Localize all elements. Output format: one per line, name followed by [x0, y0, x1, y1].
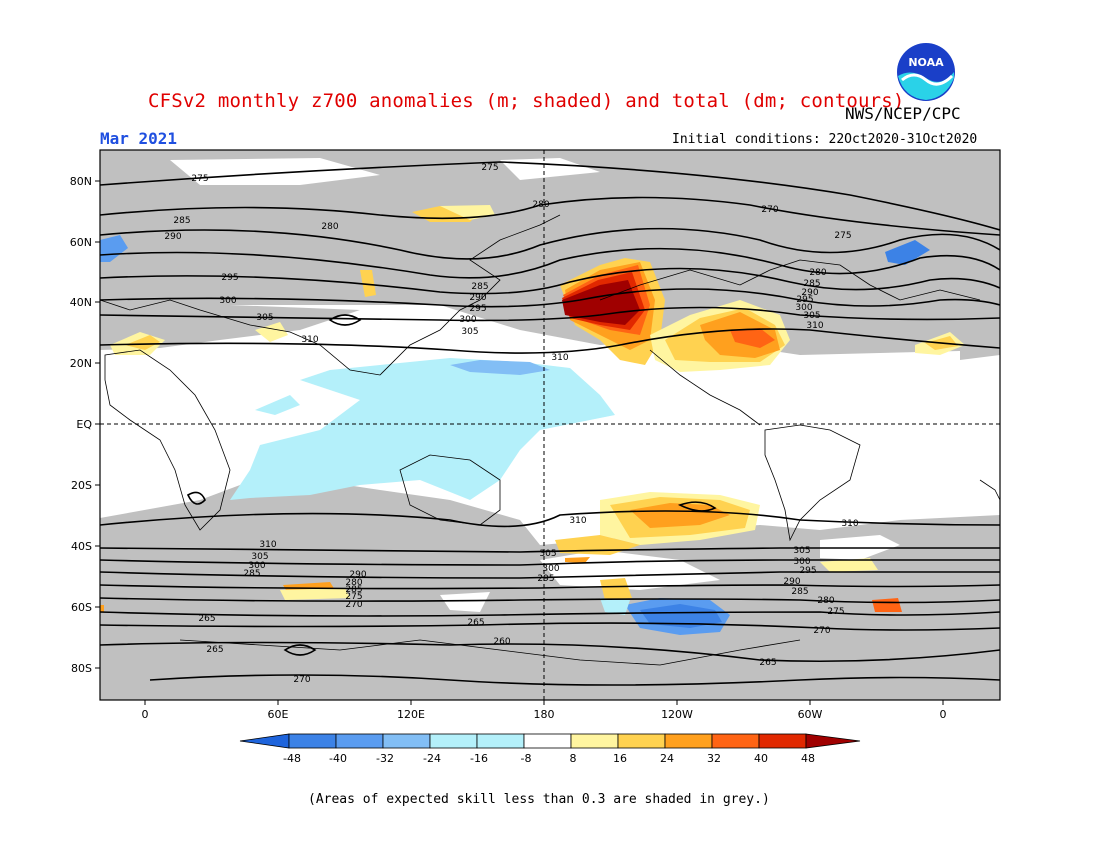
colorbar-tick: -8 [521, 752, 532, 765]
contour-label: 280 [809, 268, 826, 278]
contour-label: 305 [803, 311, 820, 321]
lon-label: 60E [268, 708, 289, 721]
colorbar-tick: -32 [376, 752, 394, 765]
lon-label: 60W [798, 708, 823, 721]
noaa-logo-icon: NOAA [897, 43, 955, 101]
contour-label: 300 [542, 564, 559, 574]
colorbar [239, 733, 861, 749]
contour-label: 265 [467, 618, 484, 628]
lat-label: 60N [70, 236, 92, 249]
contour-label: 260 [493, 637, 510, 647]
colorbar-tick: 48 [801, 752, 815, 765]
colorbar-tick: 32 [707, 752, 721, 765]
forecast-period: Mar 2021 [100, 129, 178, 148]
contour-label: 290 [164, 232, 181, 242]
colorbar-tick: -16 [470, 752, 488, 765]
contour-label: 290 [469, 293, 486, 303]
contour-label: 265 [206, 645, 223, 655]
map-title: CFSv2 monthly z700 anomalies (m; shaded)… [148, 90, 905, 112]
contour-label: 290 [801, 288, 818, 298]
colorbar-tick: -48 [283, 752, 301, 765]
contour-label: 295 [221, 273, 238, 283]
contour-label: 275 [834, 231, 851, 241]
contour-label: 275 [345, 592, 362, 602]
height-contours [100, 161, 1000, 686]
lon-label: 120E [397, 708, 425, 721]
lat-label: 60S [71, 601, 92, 614]
skill-footnote: (Areas of expected skill less than 0.3 a… [308, 792, 770, 807]
contour-label: 280 [321, 222, 338, 232]
contour-label: 295 [469, 304, 486, 314]
contour-label: 310 [259, 540, 276, 550]
contour-label: 305 [256, 313, 273, 323]
contour-label: 290 [783, 577, 800, 587]
lon-label: 0 [940, 708, 947, 721]
contour-label: 285 [345, 585, 362, 595]
contour-label: 310 [551, 353, 568, 363]
negative-anomaly-tropics [230, 358, 615, 500]
lat-label: 20N [70, 357, 92, 370]
contour-label: 305 [793, 546, 810, 556]
colorbar-tick: -40 [329, 752, 347, 765]
contour-label: 295 [799, 566, 816, 576]
lat-label: EQ [76, 418, 92, 431]
contour-label: 305 [539, 549, 556, 559]
contour-label: 310 [569, 516, 586, 526]
lon-label: 0 [142, 708, 149, 721]
lat-label: 80S [71, 662, 92, 675]
colorbar-tick: 8 [570, 752, 577, 765]
latitude-axis: 80N 60N 40N 20N EQ 20S 40S 60S 80S [70, 175, 100, 675]
contour-label: 285 [243, 569, 260, 579]
colorbar-left-arrow [239, 733, 290, 749]
contour-label: 310 [806, 321, 823, 331]
contour-label: 290 [349, 570, 366, 580]
longitude-axis: 0 60E 120E 180 120W 60W 0 [142, 700, 947, 721]
contour-label: 275 [481, 163, 498, 173]
contour-label: 265 [198, 614, 215, 624]
contour-label: 300 [793, 557, 810, 567]
contour-labels: 275 275 280 280 285 290 295 300 305 310 … [164, 163, 858, 685]
lat-label: 40N [70, 296, 92, 309]
contour-label: 280 [345, 578, 362, 588]
contour-label: 280 [817, 596, 834, 606]
contour-label: 275 [827, 607, 844, 617]
lon-label: 180 [534, 708, 555, 721]
contour-label: 270 [293, 675, 310, 685]
lon-label: 120W [661, 708, 693, 721]
contour-label: 285 [791, 587, 808, 597]
colorbar-tick: 40 [754, 752, 768, 765]
colorbar-ticks: -48 -40 -32 -24 -16 -8 8 16 24 32 40 48 [283, 752, 815, 765]
contour-label: 310 [301, 335, 318, 345]
contour-label: 285 [803, 279, 820, 289]
contour-label: 300 [459, 315, 476, 325]
colorbar-tick: 16 [613, 752, 627, 765]
contour-label: 275 [191, 174, 208, 184]
contour-label: 270 [813, 626, 830, 636]
colorbar-right-arrow [805, 733, 861, 749]
lat-label: 40S [71, 540, 92, 553]
contour-label: 265 [759, 658, 776, 668]
map-frame [99, 149, 1001, 701]
contour-label: 295 [796, 295, 813, 305]
initial-conditions-label: Initial conditions: 22Oct2020-31Oct2020 [672, 132, 978, 147]
contour-label: 285 [173, 216, 190, 226]
contour-label: 280 [532, 200, 549, 210]
lat-label: 80N [70, 175, 92, 188]
contour-label: 310 [841, 519, 858, 529]
contour-label: 305 [251, 552, 268, 562]
colorbar-tick: 24 [660, 752, 674, 765]
contour-label: 285 [471, 282, 488, 292]
lat-label: 20S [71, 479, 92, 492]
colorbar-tick: -24 [423, 752, 441, 765]
contour-label: 295 [537, 574, 554, 584]
contour-label: 300 [248, 561, 265, 571]
contour-label: 300 [219, 296, 236, 306]
contour-label: 270 [761, 205, 778, 215]
contour-label: 300 [795, 303, 812, 313]
contour-label: 305 [461, 327, 478, 337]
logo-text: NOAA [908, 56, 944, 69]
contour-label: 270 [345, 600, 362, 610]
agency-label: NWS/NCEP/CPC [845, 104, 961, 123]
